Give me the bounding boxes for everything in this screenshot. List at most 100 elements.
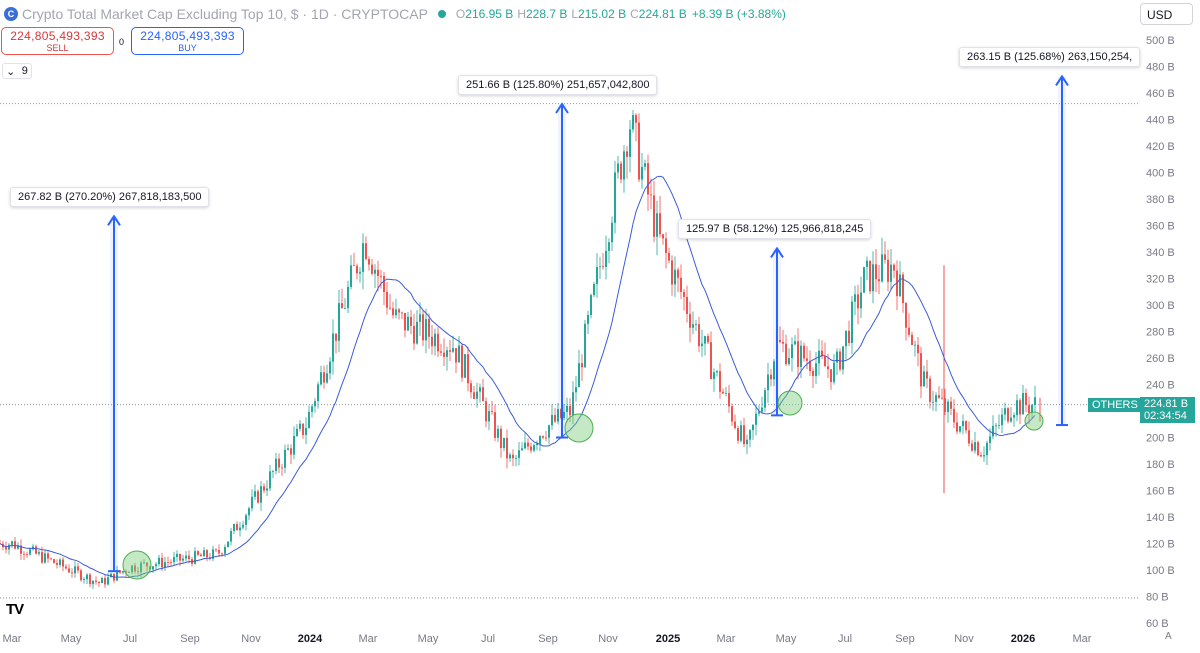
candle-body xyxy=(992,425,994,437)
candle-body xyxy=(335,333,337,341)
x-tick-label: May xyxy=(776,633,797,645)
candle-body xyxy=(578,363,580,388)
candle-body xyxy=(803,345,805,359)
candle-body xyxy=(230,531,232,542)
candle-body xyxy=(176,553,178,558)
x-tick-label: Sep xyxy=(895,633,915,645)
candle-body xyxy=(227,541,229,548)
candle-body xyxy=(278,458,280,468)
candle-body xyxy=(371,264,373,274)
candle-body xyxy=(635,114,637,123)
x-tick-label: Jul xyxy=(123,633,137,645)
candle-body xyxy=(74,566,76,574)
candle-body xyxy=(5,547,7,550)
candle-body xyxy=(50,558,52,560)
candle-body xyxy=(323,372,325,383)
candle-body xyxy=(23,553,25,555)
candle-body xyxy=(509,454,511,459)
candle-body xyxy=(650,194,652,196)
y-tick-label: 120 B xyxy=(1146,539,1175,551)
candle-body xyxy=(407,316,409,331)
candle-body xyxy=(962,421,964,427)
candle-body xyxy=(500,428,502,448)
candle-body xyxy=(722,391,724,394)
candle-body xyxy=(1016,400,1018,416)
auto-scale-button[interactable]: A xyxy=(1165,631,1172,642)
open-key: O xyxy=(455,7,466,21)
y-tick-label: 440 B xyxy=(1146,115,1175,127)
change-value: +8.39 B (+3.88%) xyxy=(691,7,786,21)
candle-body xyxy=(242,524,244,528)
tradingview-logo-icon[interactable]: TV xyxy=(6,601,24,618)
candle-body xyxy=(422,314,424,341)
candle-body xyxy=(692,324,694,328)
candle-body xyxy=(854,294,856,302)
buy-button[interactable]: 224,805,493,393 BUY xyxy=(131,27,244,55)
candle-body xyxy=(551,415,553,426)
candle-body xyxy=(158,557,160,565)
candle-body xyxy=(629,129,631,157)
candle-body xyxy=(938,395,940,398)
candle-body xyxy=(428,319,430,337)
symbol-title[interactable]: Crypto Total Market Cap Excluding Top 10… xyxy=(22,6,428,22)
candle-body xyxy=(395,309,397,316)
candle-body xyxy=(440,351,442,353)
candle-body xyxy=(380,275,382,277)
x-tick-label: 2025 xyxy=(656,633,680,645)
low-key: L xyxy=(571,7,579,21)
candle-body xyxy=(254,491,256,497)
y-tick-label: 340 B xyxy=(1146,247,1175,259)
high-key: H xyxy=(517,7,526,21)
candle-body xyxy=(62,559,64,567)
x-tick-label: Sep xyxy=(538,633,558,645)
sell-label: SELL xyxy=(46,43,69,53)
chevron-down-icon: ⌄ xyxy=(6,65,16,78)
candle-body xyxy=(869,260,871,292)
candle-body xyxy=(44,553,46,563)
currency-select[interactable]: USD xyxy=(1140,3,1193,25)
currency-value: USD xyxy=(1147,8,1173,22)
candle-body xyxy=(911,334,913,345)
candle-body xyxy=(1001,414,1003,426)
close-key: C xyxy=(630,7,639,21)
candle-body xyxy=(101,577,103,584)
candle-body xyxy=(479,387,481,392)
measure-arrow-head xyxy=(107,214,121,226)
candle-body xyxy=(104,577,106,585)
candle-body xyxy=(941,397,943,399)
candle-body xyxy=(434,333,436,347)
candle-body xyxy=(698,324,700,347)
candle-body xyxy=(710,342,712,379)
candle-body xyxy=(872,264,874,292)
sell-button[interactable]: 224,805,493,393 SELL xyxy=(1,27,114,55)
candle-body xyxy=(65,566,67,569)
candle-body xyxy=(248,508,250,516)
x-tick-label: Mar xyxy=(3,633,22,645)
indicators-toggle[interactable]: ⌄ 9 xyxy=(2,63,32,79)
candle-body xyxy=(455,348,457,363)
candle-body xyxy=(899,274,901,297)
candle-body xyxy=(203,550,205,557)
candle-body xyxy=(179,553,181,561)
candle-body xyxy=(122,571,124,573)
measure-arrow-head xyxy=(1055,74,1069,86)
candle-body xyxy=(800,345,802,367)
candle-body xyxy=(950,401,952,409)
candle-body xyxy=(416,321,418,344)
measure-arrow-head xyxy=(555,102,569,114)
y-tick-label: 460 B xyxy=(1146,88,1175,100)
candle-body xyxy=(851,301,853,343)
y-tick-label: 320 B xyxy=(1146,274,1175,286)
candle-body xyxy=(431,336,433,347)
candle-body xyxy=(926,371,928,379)
measure-label-4: 263.15 B (125.68%) 263,150,254, xyxy=(959,47,1141,67)
candle-body xyxy=(638,122,640,180)
candle-body xyxy=(458,345,460,363)
candle-body xyxy=(251,496,253,509)
candle-body xyxy=(302,423,304,435)
candle-body xyxy=(767,374,769,391)
candle-body xyxy=(764,390,766,408)
candle-body xyxy=(965,421,967,431)
candle-body xyxy=(749,430,751,440)
